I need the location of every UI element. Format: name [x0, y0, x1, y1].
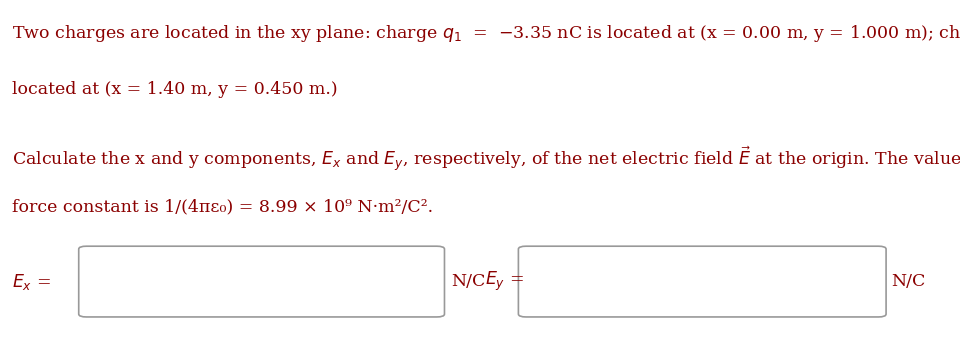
Text: Two charges are located in the xy plane: charge $q_1$  =  −3.35 nC is located at: Two charges are located in the xy plane:… [12, 23, 960, 44]
Text: $E_x$ =: $E_x$ = [12, 271, 51, 292]
Text: N/C: N/C [451, 273, 486, 290]
FancyBboxPatch shape [518, 246, 886, 317]
Text: Calculate the x and y components, $E_x$ and $E_y$, respectively, of the net elec: Calculate the x and y components, $E_x$ … [12, 144, 960, 173]
Text: force constant is 1/(4πε₀) = 8.99 × 10⁹ N·m²/C².: force constant is 1/(4πε₀) = 8.99 × 10⁹ … [12, 199, 433, 216]
Text: $E_y$ =: $E_y$ = [485, 270, 524, 293]
FancyBboxPatch shape [79, 246, 444, 317]
Text: located at (x = 1.40 m, y = 0.450 m.): located at (x = 1.40 m, y = 0.450 m.) [12, 81, 337, 98]
Text: N/C: N/C [891, 273, 925, 290]
